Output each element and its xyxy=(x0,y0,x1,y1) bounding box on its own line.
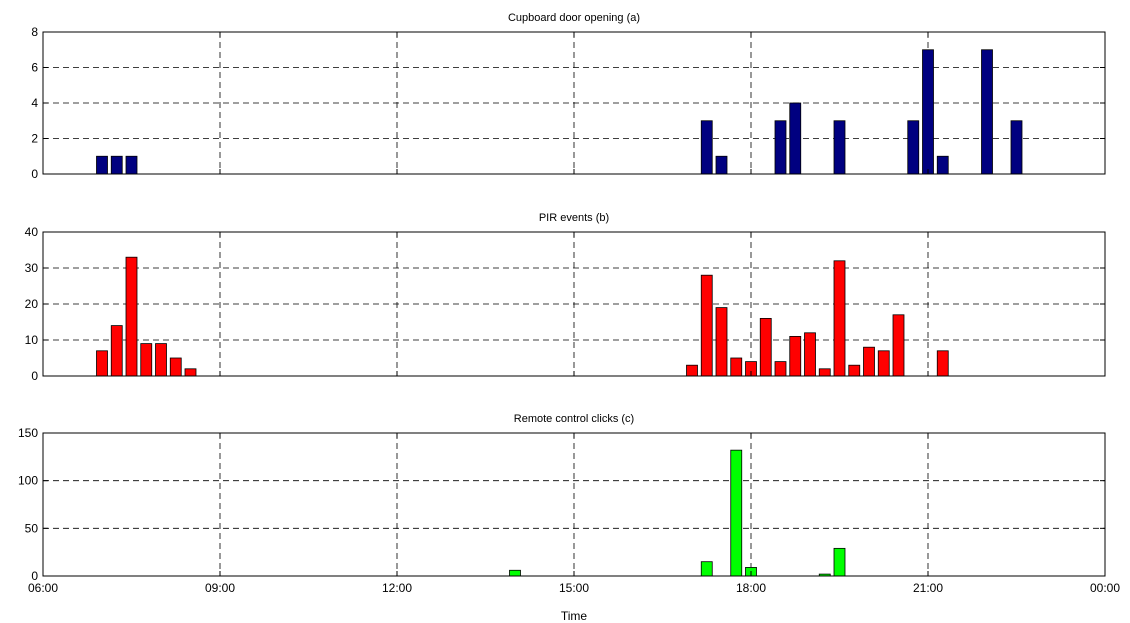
y-tick-label: 8 xyxy=(31,25,38,39)
y-tick-label: 0 xyxy=(31,167,38,181)
x-tick-label: 12:00 xyxy=(382,581,412,595)
y-tick-label: 2 xyxy=(31,132,38,146)
bar xyxy=(833,547,846,577)
y-tick-label: 100 xyxy=(18,474,38,488)
bar xyxy=(833,260,846,377)
bar xyxy=(155,343,167,377)
bar xyxy=(892,314,905,377)
bar xyxy=(789,335,802,377)
bar xyxy=(981,49,993,175)
bar xyxy=(715,155,728,175)
y-tick-label: 30 xyxy=(25,261,39,275)
chart-title: Remote control clicks (c) xyxy=(514,413,634,425)
x-tick-label: 18:00 xyxy=(736,581,766,595)
bar xyxy=(686,364,698,377)
bar xyxy=(700,561,713,577)
bar xyxy=(110,325,123,377)
y-tick-label: 150 xyxy=(18,426,38,440)
bar xyxy=(848,364,861,377)
y-tick-label: 0 xyxy=(31,569,38,583)
bar xyxy=(125,256,138,377)
bar xyxy=(804,332,816,377)
bar xyxy=(110,155,123,175)
bar xyxy=(96,350,108,377)
bar xyxy=(863,346,875,377)
bar xyxy=(730,357,743,377)
x-tick-label: 06:00 xyxy=(28,581,58,595)
x-tick-label: 21:00 xyxy=(913,581,943,595)
bar xyxy=(730,449,743,577)
y-tick-label: 4 xyxy=(31,96,38,110)
x-tick-label: 00:00 xyxy=(1090,581,1120,595)
bar xyxy=(774,120,787,175)
x-axis-label: Time xyxy=(561,609,588,623)
bar xyxy=(818,368,831,377)
y-tick-label: 40 xyxy=(25,225,39,239)
y-tick-label: 0 xyxy=(31,369,38,383)
bar xyxy=(509,569,521,577)
bar xyxy=(96,155,108,175)
bar xyxy=(759,317,772,377)
bar xyxy=(936,155,949,175)
bar xyxy=(140,343,153,377)
bar xyxy=(715,307,728,377)
bar xyxy=(774,361,787,377)
axes-frame xyxy=(42,231,1106,377)
x-tick-label: 09:00 xyxy=(205,581,235,595)
bar xyxy=(169,357,182,377)
bar xyxy=(789,102,802,175)
bar xyxy=(907,120,920,175)
y-tick-label: 6 xyxy=(31,61,38,75)
y-tick-label: 20 xyxy=(25,297,39,311)
bar xyxy=(922,49,934,175)
bar xyxy=(700,274,713,377)
axes-frame xyxy=(42,432,1106,577)
chart-title: PIR events (b) xyxy=(539,212,609,224)
chart-panel-1: Cupboard door opening (a) 0 2 4 6 8 xyxy=(31,12,1106,181)
x-tick-label: 15:00 xyxy=(559,581,589,595)
bar xyxy=(936,350,949,377)
bar xyxy=(125,155,138,175)
y-tick-label: 50 xyxy=(25,521,39,535)
bar xyxy=(700,120,713,175)
bar xyxy=(833,120,846,175)
y-tick-label: 10 xyxy=(25,333,39,347)
chart-panel-3: Remote control clicks (c) 0 50 100 150 06:00 0… xyxy=(18,413,1120,623)
chart-title: Cupboard door opening (a) xyxy=(508,12,640,24)
bar xyxy=(1010,120,1023,175)
bar xyxy=(184,368,197,377)
axes-frame xyxy=(42,31,1106,175)
bar xyxy=(877,350,890,377)
chart-panel-2: PIR events (b) 0 10 20 30 40 xyxy=(25,212,1106,383)
